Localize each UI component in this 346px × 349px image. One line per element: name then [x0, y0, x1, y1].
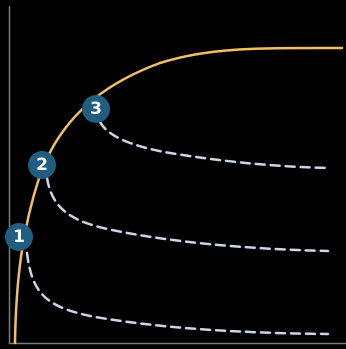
- branch-curve-2: [45, 176, 330, 253]
- marker-1-circle: [5, 223, 33, 251]
- marker-2: 2: [28, 151, 56, 179]
- marker-1-label: 1: [13, 227, 25, 247]
- marker-2-label: 2: [36, 155, 48, 175]
- marker-2-circle: [28, 151, 56, 179]
- branch-curve-3: [98, 120, 330, 170]
- branch-curve-1: [25, 251, 330, 336]
- marker-3: 3: [82, 95, 110, 123]
- marker-3-circle: [82, 95, 110, 123]
- diagram-frame: [8, 6, 346, 345]
- marker-1: 1: [5, 223, 33, 251]
- marker-3-label: 3: [90, 99, 102, 119]
